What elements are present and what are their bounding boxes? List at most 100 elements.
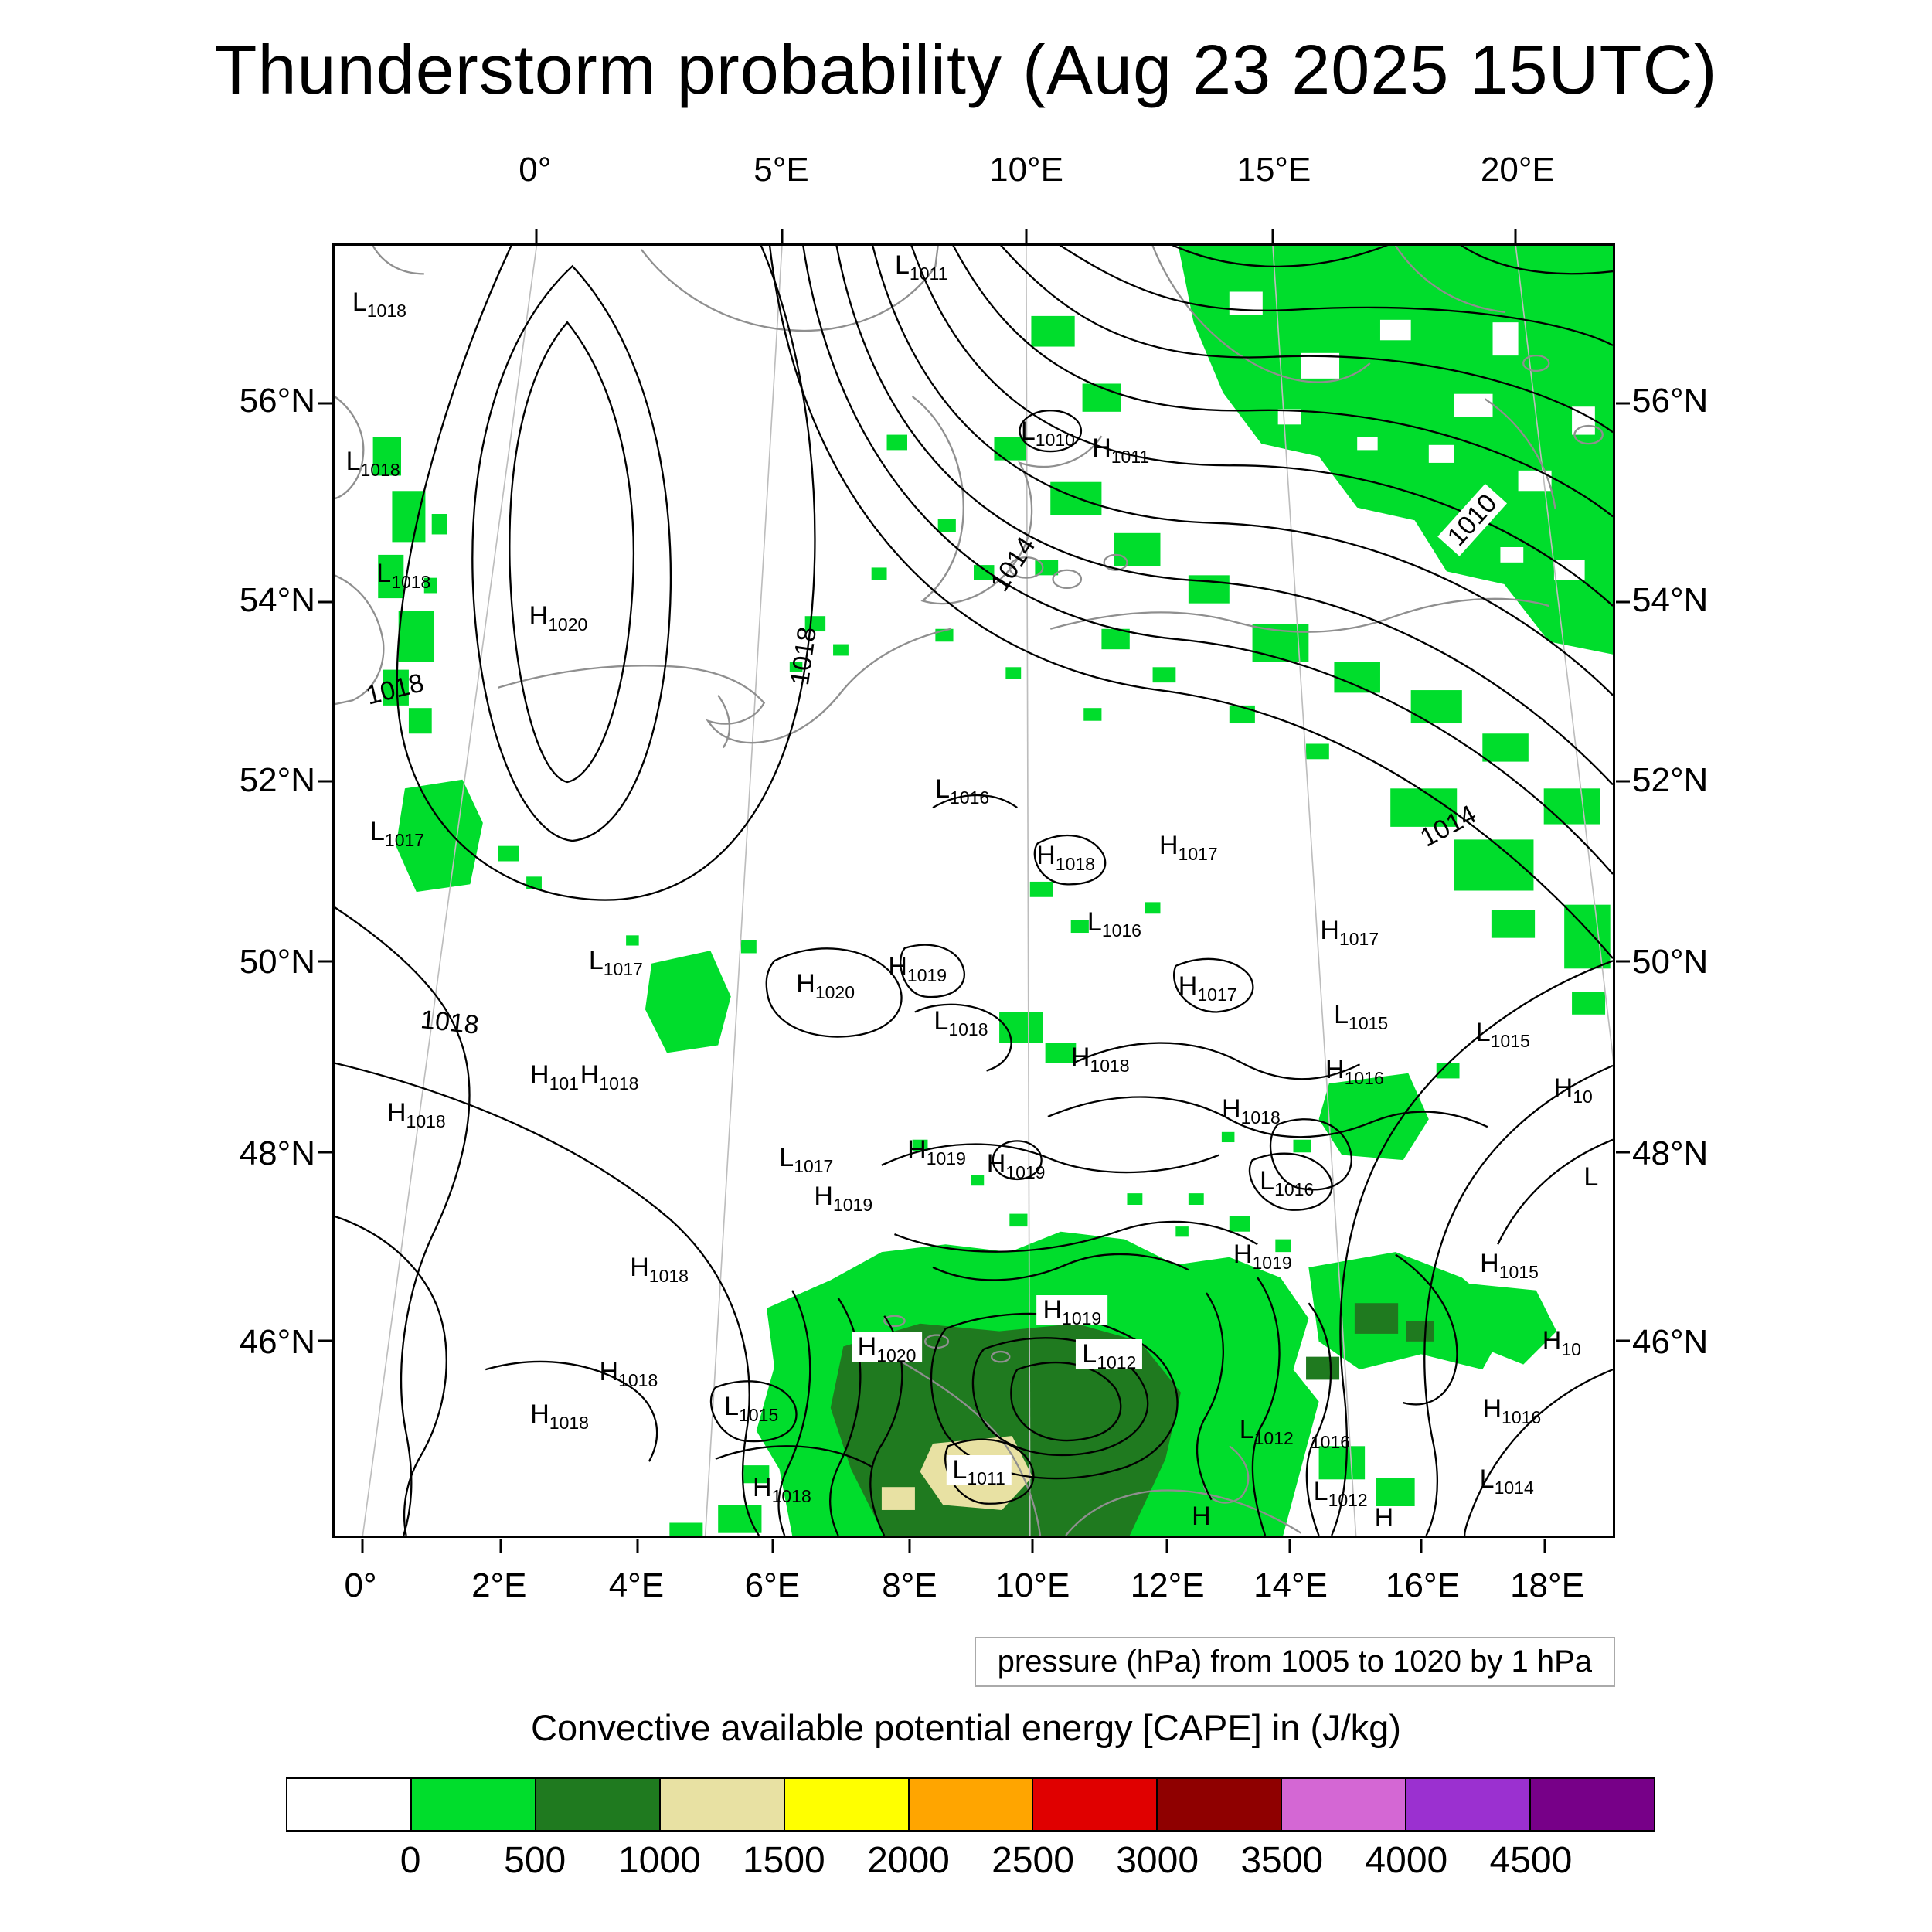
colorbar-cell	[536, 1779, 661, 1830]
axis-label-bottom: 2°E	[471, 1566, 527, 1604]
axis-tick	[318, 960, 332, 963]
axis-tick	[1616, 1151, 1630, 1154]
contour-label: 1018	[362, 668, 427, 711]
graticule	[362, 246, 1613, 1536]
pressure-center-label: L1014	[1479, 1464, 1534, 1498]
axis-label-left: 48°N	[239, 1134, 315, 1172]
pressure-center-label: H1017	[1178, 971, 1237, 1005]
colorbar-cell	[1158, 1779, 1283, 1830]
axis-tick	[908, 1539, 911, 1553]
pressure-center-label: H1020	[529, 601, 588, 634]
pressure-center-label: L1015	[724, 1392, 779, 1426]
pressure-center-label: H1019	[1036, 1294, 1108, 1327]
colorbar-tick-label: 4000	[1365, 1840, 1448, 1881]
axis-tick	[1025, 229, 1028, 243]
axis-tick	[1543, 1539, 1546, 1553]
colorbar-cell	[1282, 1779, 1407, 1830]
pressure-center-label: H1018	[630, 1252, 689, 1286]
colorbar-tick-label: 3500	[1240, 1840, 1324, 1881]
colorbar-tick-label: 3000	[1116, 1840, 1199, 1881]
pressure-center-label: H1019	[814, 1182, 873, 1216]
pressure-caption: pressure (hPa) from 1005 to 1020 by 1 hP…	[974, 1637, 1615, 1687]
pressure-center-label: H1020	[851, 1332, 923, 1365]
pressure-center-label: L1012	[1076, 1338, 1143, 1371]
axis-label-top: 20°E	[1480, 151, 1555, 189]
colorbar-cell	[909, 1779, 1034, 1830]
cape-shading-dark	[830, 1303, 1434, 1536]
axis-label-left: 46°N	[239, 1323, 315, 1362]
page-title: Thunderstorm probability (Aug 23 2025 15…	[214, 32, 1718, 109]
pressure-center-label: L1018	[352, 287, 406, 321]
axis-tick	[1616, 780, 1630, 783]
axis-tick	[361, 1539, 364, 1553]
axis-label-top: 15°E	[1236, 151, 1311, 189]
axis-tick	[535, 229, 538, 243]
pressure-center-label: L1016	[935, 774, 990, 808]
axis-label-right: 56°N	[1632, 382, 1709, 420]
pressure-label-layer: L1018 L1011 L1018 L1010 H1011 L1018 H1020 L1017…	[335, 246, 1613, 1536]
colorbar-tick-label: 1000	[617, 1840, 701, 1881]
axis-label-bottom: 10°E	[995, 1566, 1070, 1604]
pressure-center-label: H1015	[1480, 1248, 1539, 1282]
contour-label: 1014	[985, 532, 1042, 597]
pressure-center-label: L1015	[1475, 1018, 1530, 1052]
axis-label-right: 54°N	[1632, 581, 1709, 620]
axis-label-left: 50°N	[239, 942, 315, 981]
axis-label-right: 52°N	[1632, 761, 1709, 800]
colorbar-cell	[1406, 1779, 1532, 1830]
pressure-center-label: L1018	[376, 558, 431, 592]
axis-top-longitude: 0° 5°E 10°E 15°E 20°E	[332, 153, 1615, 196]
pressure-center-label: L1012	[1313, 1477, 1368, 1511]
axis-label-bottom: 16°E	[1386, 1566, 1460, 1604]
axis-label-left: 52°N	[239, 761, 315, 800]
axis-tick	[318, 1339, 332, 1342]
axis-tick	[1616, 960, 1630, 963]
axis-tick	[318, 402, 332, 405]
pressure-center-label: H1011	[1092, 434, 1150, 468]
pressure-center-label: H	[1192, 1501, 1211, 1531]
pressure-center-label: H1018	[753, 1473, 811, 1507]
pressure-center-label: L1016	[1260, 1166, 1315, 1200]
pressure-center-label: H1016	[1482, 1394, 1542, 1428]
pressure-center-label: H101	[530, 1060, 579, 1094]
axis-label-top: 10°E	[989, 151, 1063, 189]
axis-label-right: 46°N	[1632, 1323, 1709, 1362]
colorbar-cell	[660, 1779, 785, 1830]
contour-label: 1010	[1437, 484, 1507, 557]
axis-label-left: 56°N	[239, 382, 315, 420]
axis-tick	[318, 600, 332, 604]
colorbar-tick-label: 2500	[992, 1840, 1074, 1881]
pressure-center-label: H1020	[796, 968, 855, 1002]
axis-tick	[1031, 1539, 1034, 1553]
colorbar-tick-label: 4500	[1489, 1840, 1573, 1881]
axis-left-latitude: 56°N 54°N 52°N 50°N 48°N 46°N	[100, 243, 315, 1538]
pressure-center-label: H10	[1553, 1073, 1593, 1107]
colorbar-cell	[411, 1779, 536, 1830]
axis-label-bottom: 6°E	[744, 1566, 801, 1604]
contour-label: 1018	[419, 1004, 481, 1040]
axis-label-right: 48°N	[1632, 1134, 1709, 1172]
contour-label: 1018	[784, 624, 823, 687]
map-plot-area: L1018 L1011 L1018 L1010 H1011 L1018 H1020 L1017…	[335, 246, 1613, 1536]
colorbar-cell	[784, 1779, 910, 1830]
axis-tick	[318, 780, 332, 783]
axis-bottom-longitude: 0° 2°E 4°E 6°E 8°E 10°E 12°E 14°E 16°E 18°E	[332, 1569, 1615, 1612]
axis-tick	[636, 1539, 639, 1553]
axis-right-latitude: 56°N 54°N 52°N 50°N 48°N 46°N	[1632, 243, 1849, 1538]
axis-tick	[1271, 229, 1274, 243]
axis-label-bottom: 8°E	[882, 1566, 937, 1604]
contour-label: 1014	[1415, 799, 1481, 853]
pressure-center-label: H1018	[1070, 1042, 1130, 1076]
pressure-center-label: L	[1583, 1162, 1599, 1192]
axis-tick	[771, 1539, 774, 1553]
axis-tick	[1616, 402, 1630, 405]
cape-colorbar-tick-labels: 0 500 1000 1500 2000 2500 3000 3500 4000 4500	[286, 1842, 1655, 1889]
pressure-contours	[335, 246, 1613, 1536]
colorbar-cell	[1033, 1779, 1158, 1830]
pressure-center-label: H1018	[1222, 1094, 1281, 1128]
pressure-center-label: L1017	[779, 1142, 834, 1176]
pressure-center-label: L1011	[946, 1454, 1012, 1487]
colorbar-tick-label: 2000	[867, 1840, 950, 1881]
pressure-center-label: H1018	[580, 1060, 639, 1094]
axis-label-left: 54°N	[239, 581, 315, 620]
